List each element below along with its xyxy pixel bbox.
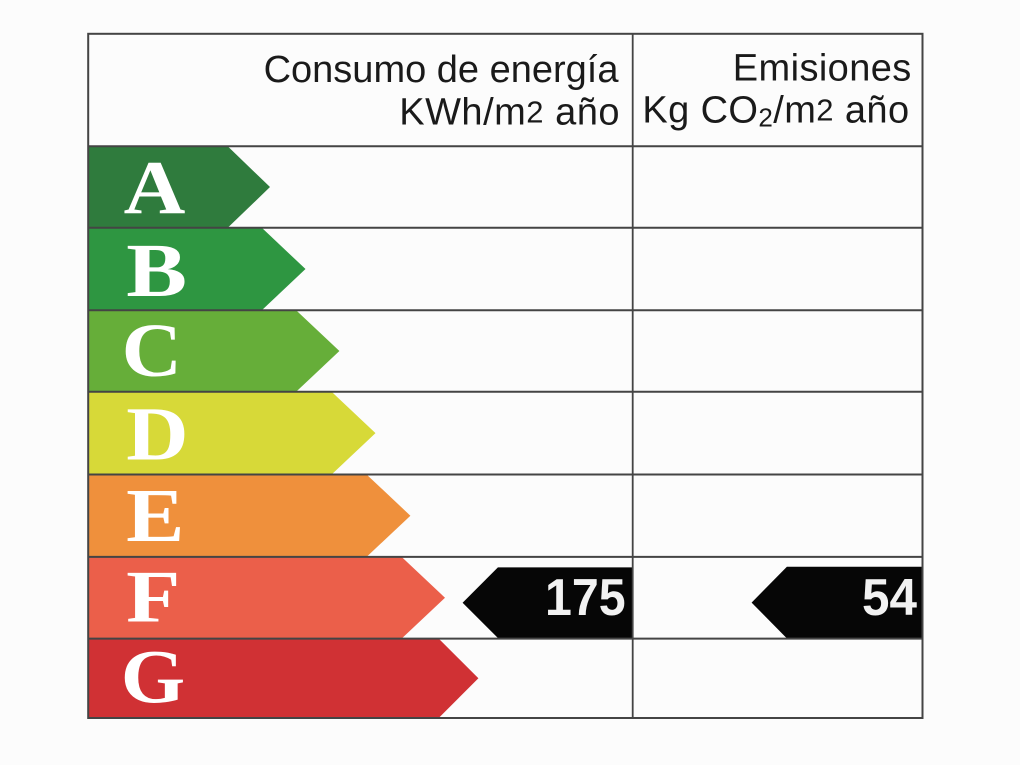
svg-text:G: G: [121, 635, 185, 719]
svg-text:E: E: [126, 473, 184, 557]
svg-text:175: 175: [545, 568, 626, 626]
svg-text:Emisiones: Emisiones: [733, 47, 912, 89]
svg-text:A: A: [124, 146, 186, 230]
svg-text:Kg CO2/m2 año: Kg CO2/m2 año: [642, 89, 909, 132]
svg-text:B: B: [126, 229, 187, 313]
svg-text:KWh/m2 año: KWh/m2 año: [399, 91, 620, 133]
svg-text:Consumo de energía: Consumo de energía: [264, 49, 620, 91]
svg-text:D: D: [126, 392, 188, 476]
svg-text:54: 54: [862, 568, 917, 626]
svg-text:C: C: [122, 310, 182, 394]
svg-text:F: F: [126, 556, 180, 638]
